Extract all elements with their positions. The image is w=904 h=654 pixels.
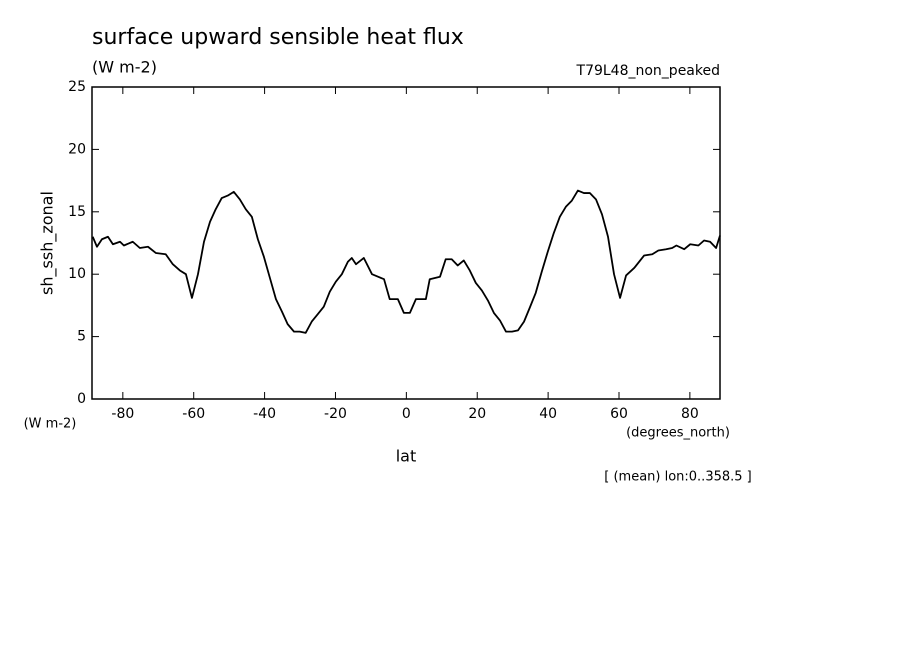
- y-tick-label: 20: [68, 141, 86, 157]
- y-tick-label: 0: [77, 391, 86, 407]
- x-tick-label: 0: [402, 406, 411, 422]
- y-tick-label: 25: [68, 79, 86, 95]
- x-tick-label: -20: [324, 406, 347, 422]
- subtitle: (W m-2): [92, 58, 157, 77]
- data-line: [91, 189, 721, 334]
- x-tick-label: -60: [182, 406, 205, 422]
- x-units: (degrees_north): [626, 426, 730, 441]
- x-tick-label: 40: [539, 406, 557, 422]
- x-axis-label: lat: [396, 447, 417, 466]
- y-axis-label: sh_ssh_zonal: [38, 191, 58, 295]
- y-units: (W m-2): [24, 417, 77, 432]
- x-tick-label: 60: [610, 406, 628, 422]
- y-tick-label: 15: [68, 204, 86, 220]
- y-tick-label: 5: [77, 329, 86, 345]
- footnote: [ (mean) lon:0..358.5 ]: [604, 470, 752, 485]
- x-tick-label: 80: [681, 406, 699, 422]
- annotation: T79L48_non_peaked: [576, 63, 720, 79]
- x-tick-label: 20: [468, 406, 486, 422]
- y-tick-label: 10: [68, 266, 86, 282]
- chart-title: surface upward sensible heat flux: [92, 25, 464, 50]
- x-tick-label: -40: [253, 406, 276, 422]
- x-tick-label: -80: [111, 406, 134, 422]
